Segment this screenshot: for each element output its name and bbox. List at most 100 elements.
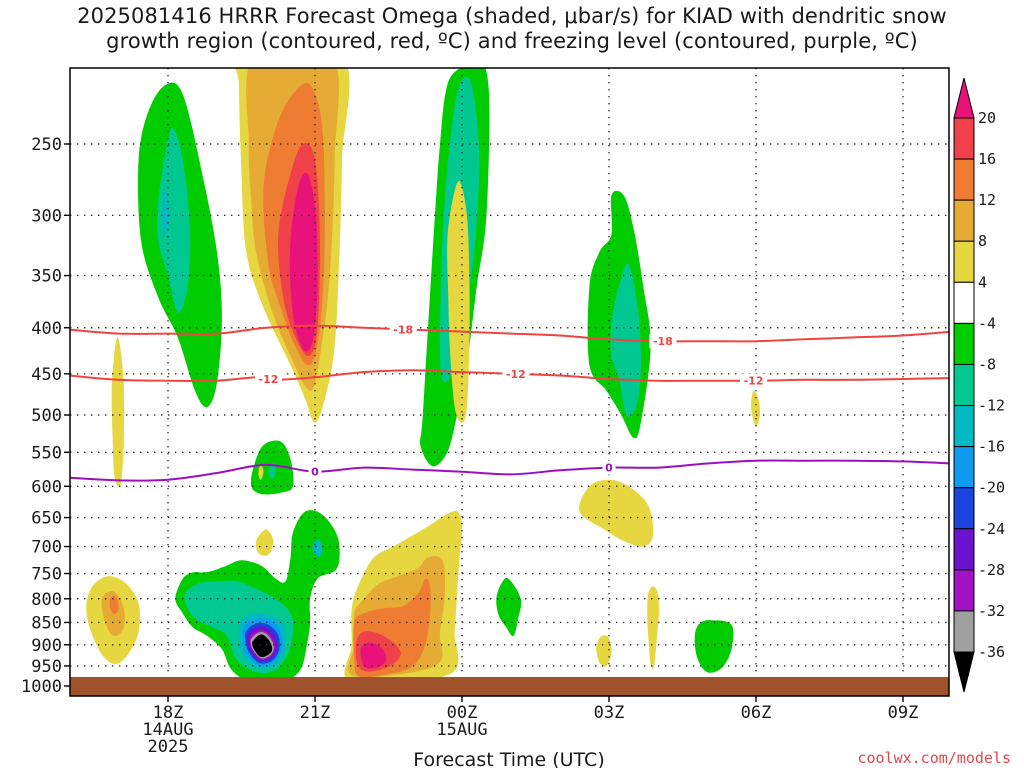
contour-label-0-0: 0 [311, 466, 319, 479]
x-tick-label-24-0: 00Z [447, 703, 478, 723]
chart-title-line-1: 2025081416 HRRR Forecast Omega (shaded, … [77, 4, 947, 28]
contour-label-bg-neg18-1 [649, 334, 677, 349]
temperature-contours: -18 -18 -12 -12 -12 0 0 [70, 322, 949, 482]
colorbar-swatch-5 [953, 281, 975, 324]
y-tick-label-700: 700 [31, 538, 62, 558]
colorbar-label-neg20: -20 [978, 479, 1005, 497]
x-tick-label-33-0: 09Z [888, 703, 919, 723]
source-credit: coolwx.com/models [857, 749, 1011, 767]
y-tick-label-300: 300 [31, 206, 62, 226]
colorbar-swatch-2 [953, 158, 975, 201]
contour-label-bg-0-0 [308, 464, 322, 479]
y-tick-label-850: 850 [31, 613, 62, 633]
omega-region-12-34 [109, 595, 119, 615]
omega-region-neg12-2 [161, 187, 169, 235]
ground-layer [70, 677, 949, 696]
colorbar-swatch-8 [953, 405, 975, 448]
colorbar-label-12: 12 [978, 191, 996, 209]
y-tick-label-400: 400 [31, 319, 62, 339]
omega-region-neg8-1 [157, 127, 191, 313]
y-tick-label-900: 900 [31, 636, 62, 656]
y-tick-label-600: 600 [31, 477, 62, 497]
contour-label-neg12-2: -12 [744, 375, 764, 388]
colorbar-label-neg8: -8 [978, 355, 996, 373]
y-tick-label-750: 750 [31, 565, 62, 585]
omega-region-4-26 [447, 181, 470, 423]
contour-label-neg18-0: -18 [393, 323, 413, 336]
y-tick-label-800: 800 [31, 590, 62, 610]
plot-border [69, 67, 950, 697]
x-tick-label-30-0: 06Z [741, 703, 772, 723]
omega-region-neg36-18 [251, 634, 273, 658]
x-tick-label-27-0: 03Z [594, 703, 625, 723]
colorbar-swatch-bottom [953, 651, 975, 693]
colorbar-label-neg12: -12 [978, 397, 1005, 415]
chart-title-line-2: growth region (contoured, red, ºC) and f… [106, 29, 918, 53]
omega-region-8-33 [101, 590, 125, 637]
y-tick-label-1000: 1000 [21, 677, 62, 697]
colorbar-label-neg36: -36 [978, 643, 1005, 661]
contour-dgz-neg18 [70, 324, 949, 343]
contour-label-bg-neg12-1 [502, 366, 530, 381]
contour-freezing-0 [70, 459, 949, 482]
contour-label-neg12-0: -12 [259, 373, 279, 386]
omega-region-4-27 [111, 337, 125, 487]
omega-region-4-29 [258, 464, 264, 480]
ground-fill [70, 677, 949, 696]
colorbar-swatch-12 [953, 569, 975, 612]
plot-frame [69, 67, 950, 697]
y-tick-label-550: 550 [31, 443, 62, 463]
colorbar-swatch-4 [953, 240, 975, 283]
contour-label-neg12-1: -12 [506, 368, 526, 381]
colorbar-label-4: 4 [978, 273, 987, 291]
omega-region-4-41 [647, 586, 660, 669]
colorbar-label-20: 20 [978, 109, 996, 127]
colorbar-label-neg28: -28 [978, 561, 1005, 579]
chart-title: 2025081416 HRRR Forecast Omega (shaded, … [0, 4, 1024, 54]
colorbar-label-neg32: -32 [978, 602, 1005, 620]
omega-region-4-30 [579, 479, 654, 547]
contour-label-bg-neg12-2 [740, 373, 768, 388]
omega-region-neg8-8 [268, 462, 276, 479]
contour-label-0-1: 0 [605, 462, 613, 475]
omega-shading [86, 68, 761, 685]
pressure-axis: 250 300 350 400 450 500 550 600 650 700 750 800 850 9… [21, 135, 70, 697]
omega-region-4-28 [751, 390, 761, 427]
colorbar-swatch-10 [953, 487, 975, 530]
colorbar-swatch-3 [953, 199, 975, 242]
colorbar-swatch-1 [953, 117, 975, 160]
x-axis-title: Forecast Time (UTC) [413, 749, 604, 768]
colorbar-swatch-13 [953, 610, 975, 653]
contour-label-bg-neg12-0 [254, 371, 282, 386]
colorbar-swatch-7 [953, 363, 975, 407]
y-tick-label-350: 350 [31, 267, 62, 287]
omega-region-neg4-20 [694, 620, 734, 673]
contour-label-neg18-1: -18 [653, 335, 673, 348]
contour-label-bg-neg18-0 [389, 322, 417, 337]
x-tick-label-21-0: 21Z [300, 703, 331, 723]
x-tick-label-24-1: 15AUG [436, 720, 487, 740]
omega-region-20-39 [360, 642, 387, 669]
x-tick-label-18-2: 2025 [148, 737, 189, 757]
contour-label-bg-0-1 [602, 460, 616, 475]
omega-region-20-25 [289, 172, 318, 352]
x-tick-label-18-1: 14AUG [142, 720, 193, 740]
colorbar-swatch-top [953, 77, 975, 119]
x-tick-label-18-0: 18Z [153, 703, 184, 723]
omega-region-neg4-19 [496, 577, 522, 637]
y-tick-label-450: 450 [31, 365, 62, 385]
colorbar-label-neg4: -4 [978, 314, 996, 332]
colorbar-swatch-9 [953, 446, 975, 489]
omega-region-4-31 [255, 529, 274, 556]
omega-colorbar: 20 16 12 8 4 -4 -8 -12 -16 -20 -24 -28 -32 -36 [953, 77, 1005, 693]
colorbar-label-neg24: -24 [978, 520, 1005, 538]
y-tick-label-250: 250 [31, 135, 62, 155]
colorbar-label-16: 16 [978, 150, 996, 168]
contour-dgz-neg12 [70, 369, 949, 382]
y-tick-label-950: 950 [31, 657, 62, 677]
colorbar-swatch-6 [953, 322, 975, 365]
y-tick-label-500: 500 [31, 406, 62, 426]
